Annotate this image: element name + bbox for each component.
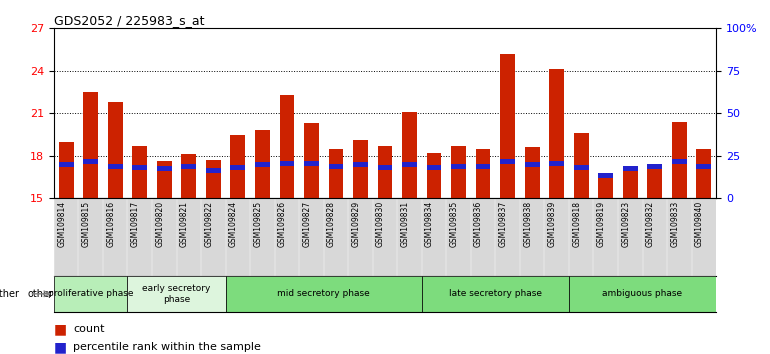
Bar (500, 54, 515, 198)
Bar (402, 162, 417, 167)
Bar (427, 165, 441, 170)
Bar (377, 165, 393, 170)
Text: GSM109832: GSM109832 (646, 201, 654, 247)
Text: GSM109829: GSM109829 (351, 201, 360, 247)
Text: other: other (0, 289, 19, 299)
Text: ■: ■ (54, 340, 67, 354)
Bar (598, 173, 613, 178)
Bar (476, 149, 490, 198)
Bar (54, 276, 128, 312)
Bar (304, 161, 319, 166)
Bar (108, 164, 122, 169)
Text: GSM109824: GSM109824 (229, 201, 238, 247)
Text: ■: ■ (54, 322, 67, 336)
Text: GSM109836: GSM109836 (474, 201, 483, 247)
Text: other: other (28, 289, 54, 299)
Bar (230, 165, 245, 170)
Bar (476, 164, 490, 169)
Bar (377, 146, 393, 198)
Bar (500, 159, 515, 164)
Bar (329, 164, 343, 169)
Bar (280, 161, 294, 166)
Bar (623, 170, 638, 198)
Text: GSM109818: GSM109818 (572, 201, 581, 247)
Text: GSM109817: GSM109817 (131, 201, 139, 247)
Bar (648, 164, 662, 169)
Text: count: count (73, 324, 105, 334)
Text: GSM109814: GSM109814 (57, 201, 66, 247)
Text: GSM109826: GSM109826 (278, 201, 287, 247)
Text: GSM109815: GSM109815 (82, 201, 91, 247)
Bar (672, 122, 687, 198)
Bar (59, 162, 73, 167)
Text: proliferative phase: proliferative phase (48, 289, 133, 298)
Bar (697, 149, 711, 198)
Bar (353, 140, 368, 198)
Bar (672, 159, 687, 164)
Bar (574, 133, 588, 198)
Text: GSM109831: GSM109831 (400, 201, 410, 247)
Text: GSM109820: GSM109820 (156, 201, 164, 247)
Text: GSM109834: GSM109834 (425, 201, 434, 247)
Bar (83, 92, 98, 198)
Text: GSM109828: GSM109828 (327, 201, 336, 247)
Bar (182, 154, 196, 198)
Bar (206, 160, 221, 198)
Bar (83, 159, 98, 164)
Bar (157, 166, 172, 171)
Bar (157, 161, 172, 198)
Bar (598, 173, 613, 198)
Text: GSM109819: GSM109819 (597, 201, 606, 247)
Text: GSM109827: GSM109827 (303, 201, 311, 247)
Text: GSM109822: GSM109822 (204, 201, 213, 247)
Text: GSM109821: GSM109821 (179, 201, 189, 247)
Bar (230, 135, 245, 198)
Text: GSM109825: GSM109825 (253, 201, 263, 247)
Bar (648, 167, 662, 198)
Bar (255, 162, 270, 167)
Text: early secretory
phase: early secretory phase (142, 284, 211, 303)
Text: GSM109816: GSM109816 (106, 201, 115, 247)
Text: GSM109830: GSM109830 (376, 201, 385, 247)
Bar (697, 164, 711, 169)
Text: GSM109840: GSM109840 (695, 201, 704, 247)
Bar (182, 164, 196, 169)
Bar (422, 276, 569, 312)
Bar (132, 165, 147, 170)
Bar (451, 164, 466, 169)
Bar (329, 149, 343, 198)
Bar (226, 276, 422, 312)
Bar (451, 146, 466, 198)
Text: GSM109838: GSM109838 (523, 201, 532, 247)
Bar (549, 161, 564, 166)
Text: GSM109823: GSM109823 (621, 201, 631, 247)
Bar (525, 162, 540, 167)
Text: late secretory phase: late secretory phase (449, 289, 542, 298)
Text: ambiguous phase: ambiguous phase (602, 289, 682, 298)
Bar (353, 162, 368, 167)
Text: percentile rank within the sample: percentile rank within the sample (73, 342, 261, 352)
Bar (525, 147, 540, 198)
Bar (427, 153, 441, 198)
Bar (402, 112, 417, 198)
Bar (304, 123, 319, 198)
Bar (280, 95, 294, 198)
Bar (549, 69, 564, 198)
Bar (255, 130, 270, 198)
Bar (623, 166, 638, 171)
Text: GSM109839: GSM109839 (547, 201, 557, 247)
Bar (574, 165, 588, 170)
Bar (108, 102, 122, 198)
Bar (128, 276, 226, 312)
Bar (206, 168, 221, 173)
Text: GSM109833: GSM109833 (671, 201, 679, 247)
Text: GDS2052 / 225983_s_at: GDS2052 / 225983_s_at (54, 14, 204, 27)
Text: GSM109835: GSM109835 (450, 201, 459, 247)
Text: mid secretory phase: mid secretory phase (277, 289, 370, 298)
Bar (59, 142, 73, 198)
Text: GSM109837: GSM109837 (499, 201, 507, 247)
Bar (132, 146, 147, 198)
Bar (569, 276, 716, 312)
